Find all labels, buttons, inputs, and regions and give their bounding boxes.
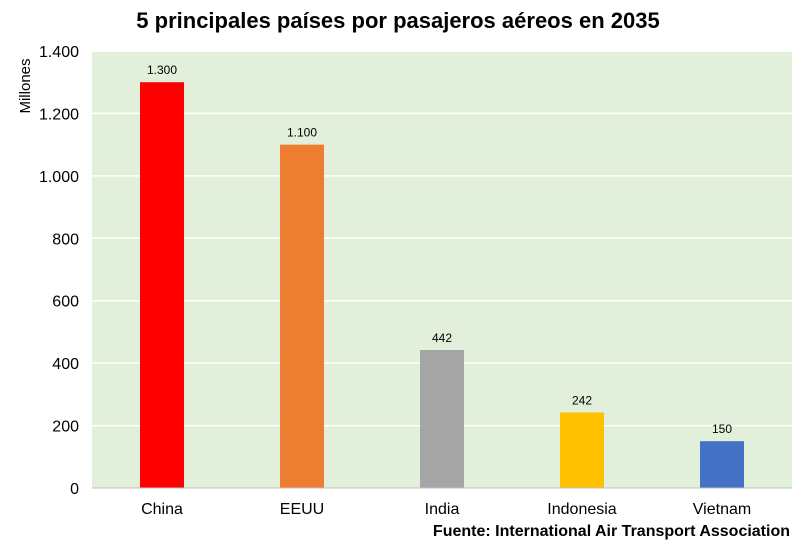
data-labels: 1.300 1.100 442 242 150	[147, 63, 732, 436]
x-tick-labels: China EEUU India Indonesia Vietnam	[141, 501, 751, 518]
bar-vietnam	[700, 441, 744, 488]
bar-india	[420, 350, 464, 488]
y-tick-label: 1.400	[39, 44, 79, 61]
y-axis-label: Millones	[17, 58, 34, 113]
x-tick-label-vietnam: Vietnam	[693, 501, 751, 518]
x-tick-label-eeuu: EEUU	[280, 501, 324, 518]
y-tick-label: 800	[52, 231, 79, 248]
x-tick-label-india: India	[425, 501, 460, 518]
data-label-indonesia: 242	[572, 393, 592, 407]
y-tick-label: 400	[52, 356, 79, 373]
bar-indonesia	[560, 412, 604, 488]
data-label-china: 1.300	[147, 63, 177, 77]
data-label-vietnam: 150	[712, 422, 732, 436]
y-tick-label: 0	[70, 481, 79, 498]
bar-eeuu	[280, 144, 324, 488]
x-tick-label-china: China	[141, 501, 183, 518]
y-tick-label: 1.000	[39, 169, 79, 186]
bar-china	[140, 82, 184, 488]
data-label-india: 442	[432, 331, 452, 345]
y-tick-label: 1.200	[39, 106, 79, 123]
data-label-eeuu: 1.100	[287, 126, 317, 140]
y-tick-label: 200	[52, 419, 79, 436]
bars	[140, 82, 744, 488]
source-note: Fuente: International Air Transport Asso…	[433, 523, 790, 540]
y-tick-label: 600	[52, 294, 79, 311]
chart-title: 5 principales países por pasajeros aéreo…	[136, 8, 659, 33]
y-tick-labels: 0 200 400 600 800 1.000 1.200 1.400	[39, 44, 79, 498]
x-tick-label-indonesia: Indonesia	[547, 501, 616, 518]
